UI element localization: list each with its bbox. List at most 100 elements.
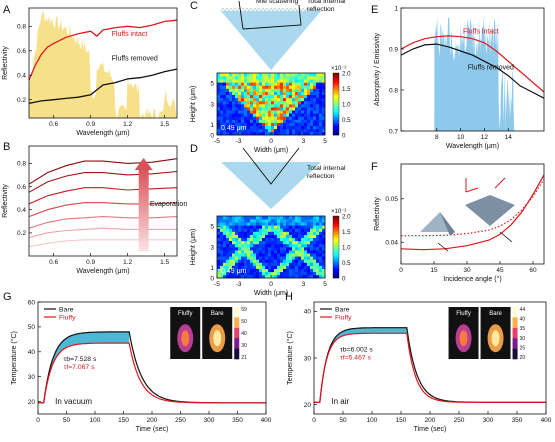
heatmap-cell xyxy=(286,274,290,279)
heatmap-cell xyxy=(307,237,311,242)
heatmap-cell xyxy=(250,104,254,108)
heatmap-cell xyxy=(304,243,308,248)
heatmap-cell xyxy=(256,119,260,123)
panel-e-ytick-label: 0.9 xyxy=(389,46,398,53)
heatmap-cell xyxy=(220,91,224,95)
heatmap-cell xyxy=(304,82,308,86)
colorbar-segment xyxy=(333,113,339,116)
heatmap-cell xyxy=(241,240,245,245)
panel-a-xtick-label: 1.5 xyxy=(160,121,169,128)
colorbar-segment xyxy=(333,117,339,120)
heatmap-cell xyxy=(226,262,230,266)
heatmap-cell xyxy=(280,104,284,108)
heatmap-cell xyxy=(304,274,308,279)
heatmap-cell xyxy=(232,259,236,263)
colorbar-segment xyxy=(333,236,339,238)
heatmap-cell xyxy=(220,265,224,269)
colorbar-segment xyxy=(333,228,339,231)
heatmap-cell xyxy=(265,73,269,77)
heatmap-cell xyxy=(226,122,230,126)
heatmap-cell xyxy=(262,116,266,120)
heatmap-cell xyxy=(283,271,287,276)
heatmap-cell xyxy=(298,82,302,86)
heatmap-cell xyxy=(247,91,251,95)
heatmap-cell xyxy=(316,250,320,254)
heatmap-cell xyxy=(226,85,230,89)
heatmap-cell xyxy=(316,216,320,220)
colorbar-segment xyxy=(333,226,339,229)
panel-g-ytick-label: 50 xyxy=(28,324,36,331)
heatmap-cell xyxy=(280,100,284,105)
evaporation-curve-6 xyxy=(28,227,177,239)
heatmap-cell xyxy=(262,268,266,273)
heatmap-cell xyxy=(316,76,320,80)
heatmap-cell xyxy=(265,274,269,279)
heatmap-cell xyxy=(268,94,272,99)
heatmap-cell xyxy=(283,82,287,86)
heatmap-cell xyxy=(286,104,290,108)
heatmap-cell xyxy=(271,113,275,117)
heatmap-cell xyxy=(274,131,278,136)
series-line-fluffs-intact xyxy=(28,19,178,81)
heatmap-cell xyxy=(226,76,230,80)
heatmap-cell xyxy=(253,94,257,99)
heatmap-cell xyxy=(229,265,233,269)
heatmap-cell xyxy=(301,119,305,123)
heatmap-cell xyxy=(259,271,263,276)
panel-g-xtick-label: 300 xyxy=(204,417,215,424)
colorbar-segment xyxy=(333,243,339,246)
heatmap-cell xyxy=(247,88,251,92)
heatmap-cell xyxy=(265,85,269,89)
heatmap-cell xyxy=(292,259,296,263)
heatmap-cell xyxy=(262,228,266,232)
panel-g-xtick-label: 400 xyxy=(261,417,272,424)
heatmap-cell xyxy=(310,122,314,126)
heatmap-cell xyxy=(217,97,221,102)
heatmap-cell xyxy=(259,262,263,266)
heatmap-cell xyxy=(235,225,239,229)
heatmap-cell xyxy=(280,91,284,95)
heatmap-cell xyxy=(316,91,320,95)
heatmap-cell xyxy=(244,100,248,105)
heatmap-cell xyxy=(256,85,260,89)
heatmap-cell xyxy=(292,262,296,266)
heatmap-cell xyxy=(313,79,317,83)
panel-g-xtick-label: 100 xyxy=(90,417,101,424)
heatmap-cell xyxy=(220,240,224,245)
heatmap-cell xyxy=(292,110,296,114)
heatmap-cell xyxy=(226,250,230,254)
panel-c-xlabel: Width (μm) xyxy=(254,147,288,154)
heatmap-cell xyxy=(289,116,293,120)
heatmap-cell xyxy=(223,116,227,120)
heatmap-cell xyxy=(295,219,299,223)
heatmap-cell xyxy=(301,116,305,120)
heatmap-cell xyxy=(316,88,320,92)
heatmap-cell xyxy=(247,97,251,102)
evaporation-arrow-head xyxy=(134,158,153,171)
thermal-scale-segment xyxy=(234,327,240,339)
heatmap-cell xyxy=(319,94,323,99)
heatmap-cell xyxy=(319,128,323,133)
heatmap-cell xyxy=(289,113,293,117)
heatmap-cell xyxy=(271,85,275,89)
heatmap-cell xyxy=(274,107,278,111)
heatmap-cell xyxy=(277,256,281,260)
heatmap-cell xyxy=(319,91,323,95)
heatmap-cell xyxy=(274,128,278,133)
heatmap-cell xyxy=(253,274,257,279)
heatmap-cell xyxy=(217,225,221,229)
heatmap-cell xyxy=(289,271,293,276)
tau-bare-label: τb=7.528 s xyxy=(64,356,97,363)
heatmap-cell xyxy=(319,119,323,123)
heatmap-cell xyxy=(310,116,314,120)
heatmap-cell xyxy=(283,268,287,273)
heatmap-cell xyxy=(274,250,278,254)
heatmap-cell xyxy=(241,219,245,223)
heatmap-cell xyxy=(238,94,242,99)
heatmap-cell xyxy=(283,79,287,83)
heatmap-cell xyxy=(301,110,305,114)
heatmap-cell xyxy=(220,237,224,242)
heatmap-cell xyxy=(298,222,302,226)
heatmap-cell xyxy=(235,91,239,95)
heatmap-cell xyxy=(316,119,320,123)
